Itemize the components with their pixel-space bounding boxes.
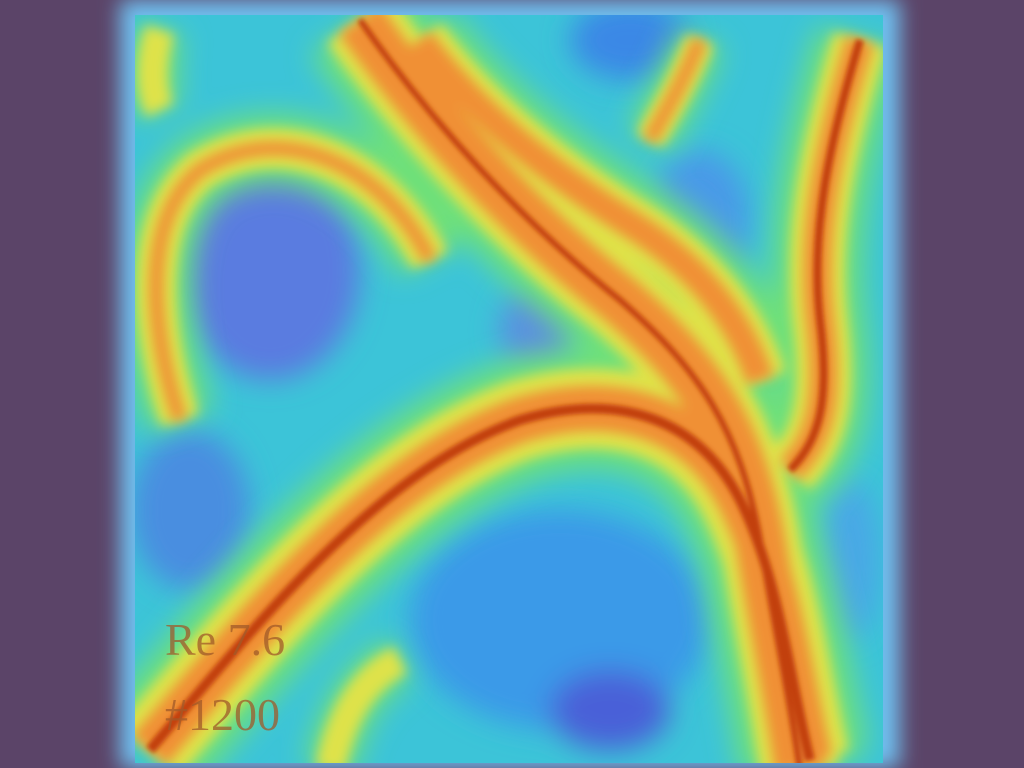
frame-label: #1200 xyxy=(165,689,280,740)
velocity-field xyxy=(135,15,883,763)
reynolds-label: Re 7.6 xyxy=(165,614,285,665)
